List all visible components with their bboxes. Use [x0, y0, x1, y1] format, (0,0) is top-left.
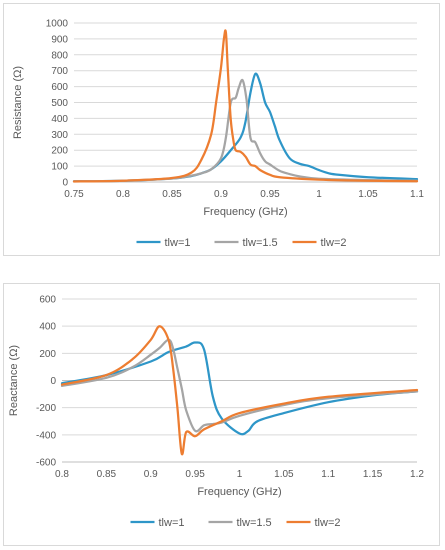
reactance-chart: -600 -400 -200 0 200 400 600 0.8 0.85 0.9 0.95 1 1.0… [3, 283, 440, 546]
c1-series-line-tlw-1-5 [60, 338, 419, 433]
c0-series-line-tlw-1-5 [72, 78, 419, 183]
c1-x-tick-label: 1.1 [321, 469, 335, 480]
c1-x-axis-title: Frequency (GHz) [197, 486, 281, 498]
c1-y-tick-label: -600 [36, 458, 56, 469]
c0-y-tick-label: 700 [51, 66, 68, 77]
c0-y-tick-label: 1000 [46, 19, 69, 30]
c0-legend-label: tlw=2 [321, 237, 347, 249]
c0-x-tick-label: 0.75 [64, 189, 84, 200]
c0-x-tick-label: 0.85 [162, 189, 182, 200]
c0-y-tick-label: 800 [51, 50, 68, 61]
c1-y-tick-label: -200 [36, 403, 56, 414]
c0-x-axis-title: Frequency (GHz) [203, 206, 287, 218]
c0-series-line-tlw-2 [72, 29, 419, 183]
c1-y-tick-label: 600 [39, 295, 56, 306]
c1-x-tick-label: 1.2 [410, 469, 424, 480]
c0-legend-label: tlw=1 [165, 237, 191, 249]
c0-y-tick-label: 500 [51, 98, 68, 109]
c0-x-tick-label: 1.05 [358, 189, 378, 200]
c1-x-tick-label: 1.05 [274, 469, 294, 480]
c0-x-tick-label: 0.8 [116, 189, 130, 200]
c1-y-tick-label: -400 [36, 430, 56, 441]
c1-y-tick-label: 0 [50, 376, 56, 387]
c0-x-tick-label: 0.95 [260, 189, 280, 200]
c1-y-tick-label: 400 [39, 322, 56, 333]
c1-x-tick-label: 1.15 [363, 469, 383, 480]
c1-series-line-tlw-1 [60, 341, 419, 436]
c1-x-tick-label: 0.95 [185, 469, 205, 480]
c1-x-tick-label: 1 [237, 469, 243, 480]
c1-x-tick-label: 0.8 [55, 469, 69, 480]
c1-series-line-tlw-2 [60, 325, 419, 456]
c0-legend-label: tlw=1.5 [243, 237, 278, 249]
c0-y-tick-label: 100 [51, 162, 68, 173]
c1-legend-label: tlw=1 [159, 517, 185, 529]
c0-y-tick-label: 900 [51, 34, 68, 45]
c0-y-tick-label: 300 [51, 130, 68, 141]
c0-y-tick-label: 400 [51, 114, 68, 125]
c1-y-axis-title: Reactance (Ω) [8, 345, 20, 416]
c0-y-tick-label: 600 [51, 82, 68, 93]
resistance-chart: 0 100 200 300 400 500 600 700 800 900 1000 0.75 0.8 0… [3, 3, 440, 256]
c0-x-tick-label: 0.9 [214, 189, 228, 200]
c1-y-tick-label: 200 [39, 349, 56, 360]
reactance-chart-svg: -600 -400 -200 0 200 400 600 0.8 0.85 0.9 0.95 1 1.0… [8, 295, 424, 530]
c0-y-tick-label: 200 [51, 146, 68, 157]
c1-legend-label: tlw=1.5 [237, 517, 272, 529]
c0-y-tick-label: 0 [62, 178, 68, 189]
c0-x-tick-label: 1 [316, 189, 322, 200]
c1-x-tick-label: 0.85 [97, 469, 117, 480]
c0-y-axis-title: Resistance (Ω) [12, 66, 24, 139]
c1-x-tick-label: 0.9 [144, 469, 158, 480]
resistance-chart-svg: 0 100 200 300 400 500 600 700 800 900 1000 0.75 0.8 0… [12, 19, 424, 250]
c0-x-tick-label: 1.1 [410, 189, 424, 200]
c1-legend-label: tlw=2 [315, 517, 341, 529]
